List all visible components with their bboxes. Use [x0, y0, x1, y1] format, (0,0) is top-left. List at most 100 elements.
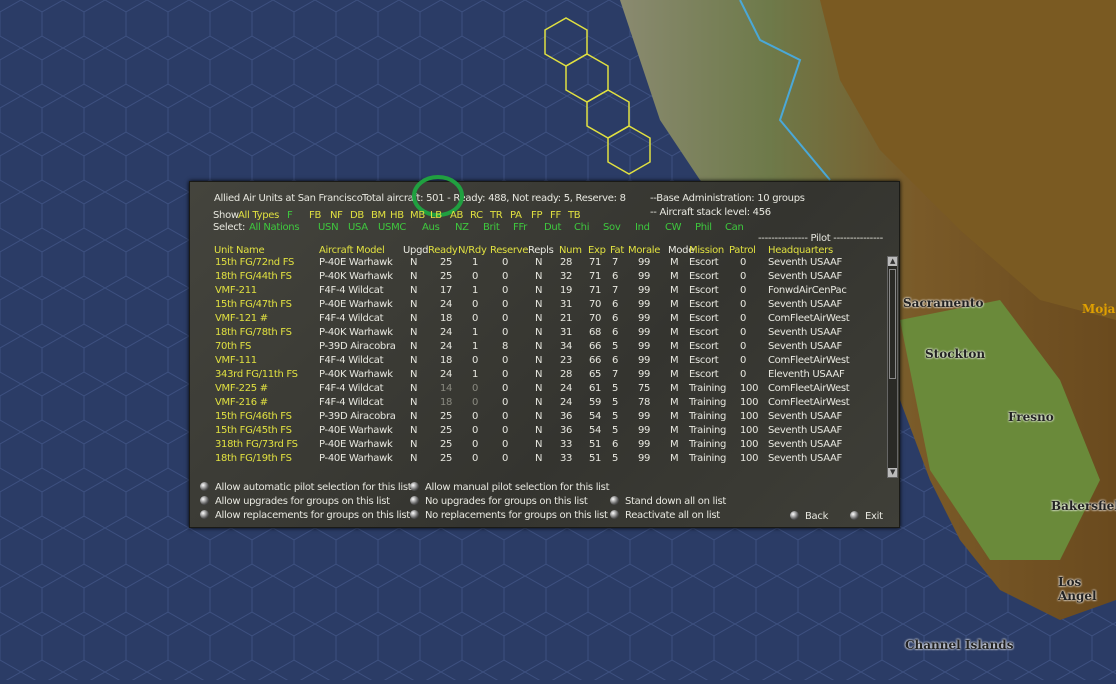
option-button[interactable]: Allow automatic pilot selection for this… [200, 482, 412, 493]
table-row[interactable]: 18th FG/78th FS P-40K Warhawk N 24 1 0 N 31 68 6 9… [190, 327, 880, 341]
filter-type-mb[interactable]: MB [410, 210, 425, 221]
filter-type-fp[interactable]: FP [531, 210, 543, 221]
column-header-ready[interactable]: Ready [428, 245, 458, 256]
column-header-patrol[interactable]: Patrol [729, 245, 756, 256]
cell-num: 36 [560, 411, 573, 422]
column-header-unitname[interactable]: Unit Name [214, 245, 265, 256]
filter-type-ab[interactable]: AB [450, 210, 464, 221]
cell-unitname[interactable]: 18th FG/44th FS [215, 271, 292, 282]
table-row[interactable]: 70th FS P-39D Airacobra N 24 1 8 N 34 66 5 99 M Esco… [190, 341, 880, 355]
cell-unitname[interactable]: 318th FG/73rd FS [215, 439, 298, 450]
nation-sov[interactable]: Sov [603, 222, 621, 233]
table-row[interactable]: 18th FG/44th FS P-40K Warhawk N 25 0 0 N 32 71 6 9… [190, 271, 880, 285]
option-label: Allow manual pilot selection for this li… [425, 482, 610, 493]
filter-type-all-types[interactable]: All Types [238, 210, 280, 221]
option-button[interactable]: Allow upgrades for groups on this list [200, 496, 390, 507]
table-row[interactable]: VMF-216 # F4F-4 Wildcat N 18 0 0 N 24 59 5 78 M Trai… [190, 397, 880, 411]
table-row[interactable]: 318th FG/73rd FS P-40E Warhawk N 25 0 0 N 33 51 6… [190, 439, 880, 453]
option-button[interactable]: Reactivate all on list [610, 510, 720, 521]
filter-type-tb[interactable]: TB [568, 210, 581, 221]
nation-ffr[interactable]: FFr [513, 222, 527, 233]
nation-all-nations[interactable]: All Nations [249, 222, 300, 233]
table-row[interactable]: 15th FG/47th FS P-40E Warhawk N 24 0 0 N 31 70 6 9… [190, 299, 880, 313]
cell-repls: N [535, 411, 543, 422]
column-header-fat[interactable]: Fat [610, 245, 624, 256]
nation-dut[interactable]: Dut [544, 222, 562, 233]
cell-unitname[interactable]: 18th FG/19th FS [215, 453, 292, 464]
table-row[interactable]: 18th FG/19th FS P-40E Warhawk N 25 0 0 N 33 51 5 9… [190, 453, 880, 467]
cell-patrol: 0 [740, 369, 747, 380]
back-button[interactable]: Back [790, 511, 828, 522]
cell-headquarters: Seventh USAAF [768, 341, 843, 352]
option-button[interactable]: No replacements for groups on this list [410, 510, 608, 521]
nation-nz[interactable]: NZ [455, 222, 469, 233]
cell-unitname[interactable]: 343rd FG/11th FS [215, 369, 298, 380]
cell-unitname[interactable]: VMF-225 # [215, 383, 268, 394]
filter-type-db[interactable]: DB [350, 210, 364, 221]
nation-ind[interactable]: Ind [635, 222, 650, 233]
column-header-morale[interactable]: Morale [628, 245, 661, 256]
cell-unitname[interactable]: 15th FG/47th FS [215, 299, 292, 310]
table-row[interactable]: 15th FG/45th FS P-40E Warhawk N 25 0 0 N 36 54 5 9… [190, 425, 880, 439]
list-scrollbar[interactable]: ▲ ▼ [887, 256, 898, 478]
filter-type-ff[interactable]: FF [550, 210, 561, 221]
cell-upgd: N [410, 355, 418, 366]
filter-type-bm[interactable]: BM [371, 210, 386, 221]
option-button[interactable]: Allow manual pilot selection for this li… [410, 482, 610, 493]
column-header-nrdy[interactable]: N/Rdy [458, 245, 487, 256]
filter-type-hb[interactable]: HB [390, 210, 404, 221]
table-row[interactable]: 15th FG/46th FS P-39D Airacobra N 25 0 0 N 36 54… [190, 411, 880, 425]
cell-unitname[interactable]: 15th FG/72nd FS [215, 257, 295, 268]
column-header-mission[interactable]: Mission [689, 245, 724, 256]
scroll-down-button[interactable]: ▼ [888, 468, 897, 477]
option-button[interactable]: Stand down all on list [610, 496, 726, 507]
table-row[interactable]: 343rd FG/11th FS P-40K Warhawk N 24 1 0 N 28 65 7… [190, 369, 880, 383]
column-header-num[interactable]: Num [559, 245, 582, 256]
filter-type-fb[interactable]: FB [309, 210, 322, 221]
cell-unitname[interactable]: VMF-121 # [215, 313, 268, 324]
column-header-aircraftmodel[interactable]: Aircraft Model [319, 245, 385, 256]
nation-usa[interactable]: USA [348, 222, 368, 233]
nation-usn[interactable]: USN [318, 222, 339, 233]
table-row[interactable]: 15th FG/72nd FS P-40E Warhawk N 25 1 0 N 28 71 7 9… [190, 257, 880, 271]
exit-button[interactable]: Exit [850, 511, 883, 522]
cell-unitname[interactable]: 15th FG/45th FS [215, 425, 292, 436]
cell-unitname[interactable]: VMF-111 [215, 355, 257, 366]
cell-unitname[interactable]: VMF-211 [215, 285, 257, 296]
table-row[interactable]: VMF-225 # F4F-4 Wildcat N 14 0 0 N 24 61 5 75 M Trai… [190, 383, 880, 397]
nation-phil[interactable]: Phil [695, 222, 712, 233]
table-row[interactable]: VMF-111 F4F-4 Wildcat N 18 0 0 N 23 66 6 99 M Escort… [190, 355, 880, 369]
cell-unitname[interactable]: VMF-216 # [215, 397, 268, 408]
column-header-mode[interactable]: Mode [668, 245, 695, 256]
nation-usmc[interactable]: USMC [378, 222, 407, 233]
nation-aus[interactable]: Aus [422, 222, 440, 233]
filter-type-f[interactable]: F [287, 210, 293, 221]
cell-repls: N [535, 313, 543, 324]
nation-cw[interactable]: CW [665, 222, 682, 233]
column-header-repls[interactable]: Repls [528, 245, 554, 256]
nation-chi[interactable]: Chi [574, 222, 590, 233]
table-row[interactable]: VMF-121 # F4F-4 Wildcat N 18 0 0 N 21 70 6 99 M Esco… [190, 313, 880, 327]
cell-unitname[interactable]: 18th FG/78th FS [215, 327, 292, 338]
table-row[interactable]: VMF-211 F4F-4 Wildcat N 17 1 0 N 19 71 7 99 M Escort… [190, 285, 880, 299]
cell-unitname[interactable]: 70th FS [215, 341, 251, 352]
filter-type-lb[interactable]: LB [430, 210, 442, 221]
filter-type-pa[interactable]: PA [510, 210, 522, 221]
scroll-thumb[interactable] [889, 269, 896, 379]
cell-unitname[interactable]: 15th FG/46th FS [215, 411, 292, 422]
filter-type-nf[interactable]: NF [330, 210, 343, 221]
filter-type-tr[interactable]: TR [490, 210, 503, 221]
nation-can[interactable]: Can [725, 222, 744, 233]
option-button[interactable]: Allow replacements for groups on this li… [200, 510, 410, 521]
map-label-mojave: Moja [1082, 302, 1116, 316]
column-header-reserve[interactable]: Reserve [490, 245, 529, 256]
option-button[interactable]: No upgrades for groups on this list [410, 496, 588, 507]
column-header-upgd[interactable]: Upgd [403, 245, 429, 256]
column-header-headquarters[interactable]: Headquarters [768, 245, 833, 256]
nation-brit[interactable]: Brit [483, 222, 500, 233]
cell-morale: 99 [638, 271, 651, 282]
scroll-up-button[interactable]: ▲ [888, 257, 897, 266]
cell-nrdy: 0 [472, 355, 479, 366]
filter-type-rc[interactable]: RC [470, 210, 483, 221]
column-header-exp[interactable]: Exp [588, 245, 606, 256]
